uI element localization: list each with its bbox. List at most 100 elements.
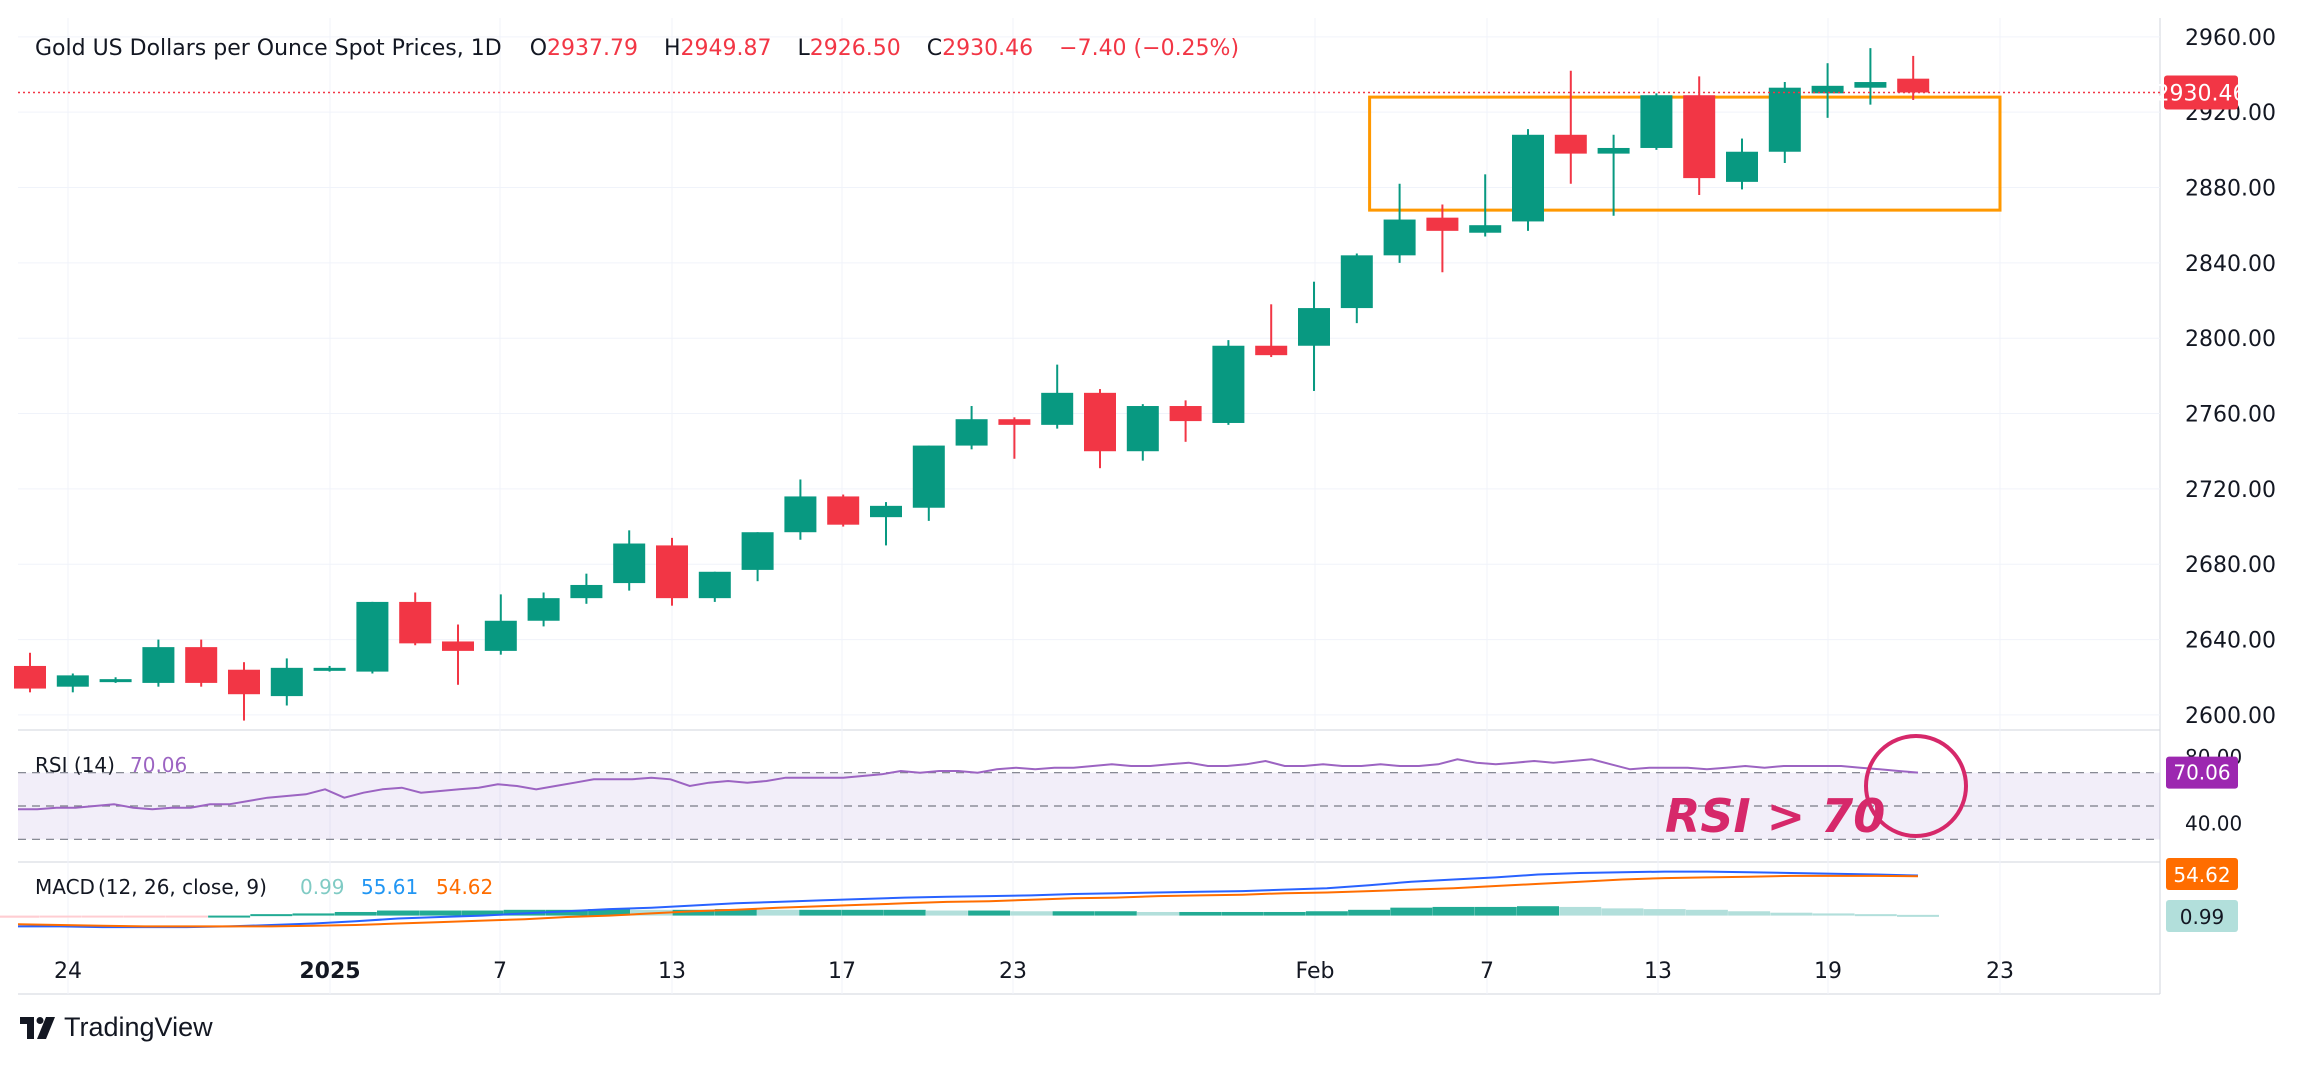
- macd-panel[interactable]: MACD (12, 26, close, 9) 0.99 55.61 54.62: [0, 870, 1939, 929]
- time-axis[interactable]: 24 2025 7 13 17 23 Feb 7 13 19 23: [54, 959, 2014, 984]
- high-label: H: [664, 36, 681, 61]
- macd-hist-badge: [2166, 900, 2238, 932]
- macd-histogram-bar: [292, 913, 335, 916]
- macd-histogram-bar: [419, 910, 462, 916]
- candle-body: [1041, 392, 1074, 425]
- macd-histogram-bar: [968, 910, 1011, 916]
- macd-histogram-bar: [1179, 911, 1222, 916]
- price-tick-label: 2840.00: [2185, 252, 2276, 277]
- macd-histogram-bar: [1137, 911, 1179, 916]
- time-tick-label: 7: [493, 959, 507, 984]
- candle: [1426, 204, 1459, 273]
- candle: [313, 665, 346, 672]
- close-label: C: [926, 36, 943, 61]
- price-axis[interactable]: 2960.002920.002880.002840.002800.002760.…: [2156, 26, 2276, 932]
- macd-histogram-bar: [545, 909, 588, 916]
- price-tick-label: 2680.00: [2185, 553, 2276, 578]
- candle: [1640, 93, 1673, 150]
- macd-histogram-bar: [1263, 911, 1306, 916]
- candle: [1340, 253, 1373, 324]
- candle: [1854, 48, 1887, 105]
- candle: [827, 494, 860, 527]
- open-value: 2937.79: [547, 36, 638, 61]
- macd-histogram-bar: [1094, 911, 1137, 916]
- close-value: 2930.46: [942, 36, 1034, 61]
- candle-body: [270, 667, 303, 697]
- price-panel[interactable]: [14, 48, 2160, 721]
- candle-body: [56, 675, 89, 687]
- candle-body: [527, 598, 560, 621]
- open-label: O: [529, 36, 548, 61]
- candle: [870, 502, 902, 546]
- candle-body: [1426, 217, 1459, 231]
- price-tick-label: 2760.00: [2185, 403, 2276, 428]
- candle: [998, 417, 1031, 459]
- time-tick-label: 7: [1480, 959, 1494, 984]
- candle-body: [1768, 87, 1801, 152]
- candle: [1597, 134, 1630, 216]
- macd-histogram-bar: [1770, 912, 1813, 916]
- candle: [1512, 129, 1544, 231]
- macd-histogram-bar: [1474, 906, 1517, 916]
- price-tick-label: 2960.00: [2185, 26, 2276, 51]
- macd-hist-badge-label: 0.99: [2180, 905, 2225, 929]
- candle: [1169, 400, 1202, 442]
- macd-histogram-bar: [1559, 906, 1602, 916]
- candle: [656, 537, 688, 606]
- candle-body: [870, 505, 902, 518]
- candle: [955, 406, 988, 450]
- macd-histogram-bar: [208, 915, 251, 918]
- macd-histogram-bar: [1305, 911, 1348, 916]
- macd-histogram-bar: [672, 909, 715, 916]
- candle: [1683, 76, 1716, 196]
- candle-body: [1640, 95, 1673, 148]
- time-tick-label: 13: [658, 959, 686, 984]
- candle-body: [613, 543, 646, 584]
- time-tick-label: 17: [828, 959, 856, 984]
- candle-body: [399, 601, 432, 644]
- symbol-title[interactable]: Gold US Dollars per Ounce Spot Prices, 1…: [35, 36, 502, 61]
- macd-histogram-bar: [250, 914, 293, 917]
- candle: [1298, 281, 1330, 391]
- macd-histogram-bar: [1432, 906, 1475, 916]
- macd-histogram-bar: [714, 909, 757, 916]
- price-tick-label: 2720.00: [2185, 478, 2276, 503]
- candle-body: [142, 647, 175, 683]
- candle: [270, 658, 303, 706]
- macd-histogram-bar: [377, 910, 419, 916]
- candle: [1469, 174, 1502, 237]
- tradingview-logo-text: TradingView: [64, 1012, 213, 1042]
- candle: [912, 445, 945, 521]
- candle-body: [955, 419, 988, 446]
- macd-histogram-bar: [0, 915, 39, 918]
- rsi-line: [18, 758, 1919, 811]
- price-tick-label: 2640.00: [2185, 629, 2276, 654]
- macd-histogram-bar: [1390, 907, 1433, 916]
- candle-body: [912, 445, 945, 508]
- macd-line: [18, 870, 1919, 929]
- signal-line: [17, 874, 1919, 928]
- rsi-panel[interactable]: RSI (14) 70.06 RSI > 70: [18, 734, 2160, 843]
- macd-histogram-bar: [334, 911, 377, 916]
- tradingview-logo[interactable]: TradingView: [20, 1012, 213, 1043]
- candle: [741, 532, 774, 582]
- last-price-label: 2930.46: [2156, 81, 2247, 106]
- candle: [1126, 404, 1159, 461]
- rsi-value-badge-label: 70.06: [2173, 761, 2230, 785]
- macd-histogram-bar: [1221, 911, 1264, 916]
- candle-body: [570, 584, 603, 599]
- candle-body: [1897, 78, 1930, 93]
- high-value: 2949.87: [680, 36, 772, 61]
- candle-body: [1512, 134, 1544, 222]
- candle: [56, 673, 89, 693]
- candle-body: [1554, 134, 1587, 154]
- candle: [1768, 82, 1801, 164]
- macd-histogram-bar: [81, 915, 124, 918]
- macd-histogram-bar: [1643, 909, 1686, 916]
- macd-histogram-bar: [1685, 909, 1728, 916]
- rsi-value-badge: [2166, 756, 2238, 789]
- candle-body: [1298, 308, 1330, 346]
- price-tick-label: 2800.00: [2185, 327, 2276, 352]
- macd-histogram-bar: [588, 909, 631, 916]
- candle: [570, 573, 603, 604]
